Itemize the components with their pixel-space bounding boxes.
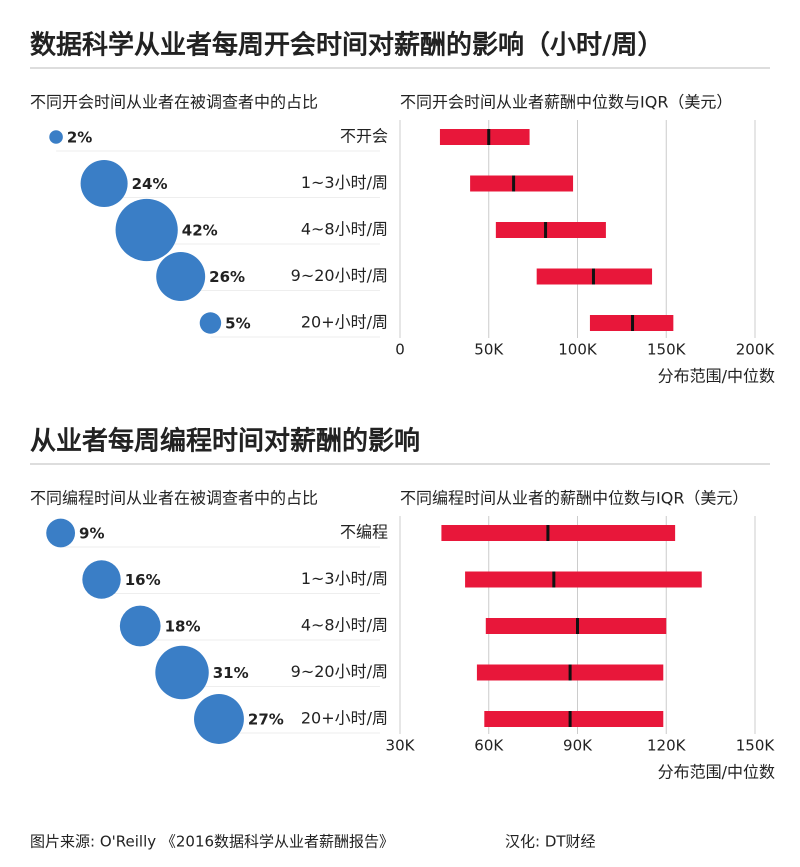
value-label: 18% xyxy=(165,618,201,636)
value-label: 24% xyxy=(132,175,168,193)
median-mark xyxy=(568,711,572,727)
bubble xyxy=(199,312,222,334)
category-label: 不开会 xyxy=(340,127,388,146)
x-tick-label: 120K xyxy=(647,737,687,755)
category-label: 9~20小时/周 xyxy=(291,662,388,681)
x-tick-label: 30K xyxy=(386,737,416,755)
x-tick-label: 90K xyxy=(563,737,593,755)
bubble xyxy=(156,252,206,301)
iqr-bar xyxy=(484,711,664,727)
value-label: 31% xyxy=(213,664,249,682)
value-label: 26% xyxy=(209,268,245,286)
x-tick-label: 100K xyxy=(558,341,598,359)
bubble xyxy=(82,560,121,599)
iqr-bar xyxy=(441,525,676,541)
value-label: 16% xyxy=(125,571,161,589)
x-tick-label: 0 xyxy=(395,341,405,359)
x-tick-label: 50K xyxy=(474,341,504,359)
source: 图片来源: O'Reilly 《2016数据科学从业者薪酬报告》 xyxy=(30,833,394,851)
category-label: 1~3小时/周 xyxy=(301,569,388,588)
bubble xyxy=(46,518,76,548)
median-mark xyxy=(631,315,635,331)
median-mark xyxy=(544,222,548,238)
median-mark xyxy=(487,129,491,145)
median-mark xyxy=(576,618,579,634)
section-heading: 从业者每周编程时间对薪酬的影响 xyxy=(30,426,420,457)
category-label: 不编程 xyxy=(340,523,388,542)
x-tick-label: 60K xyxy=(474,737,504,755)
category-label: 9~20小时/周 xyxy=(291,266,388,285)
category-label: 20+小时/周 xyxy=(301,709,388,728)
iqr-bar xyxy=(470,175,574,192)
category-label: 20+小时/周 xyxy=(301,313,388,332)
panel-title: 不同编程时间从业者的薪酬中位数与IQR（美元） xyxy=(400,489,748,508)
median-mark xyxy=(568,664,572,681)
x-tick-label: 200K xyxy=(736,341,776,359)
value-label: 42% xyxy=(182,222,218,240)
bubble xyxy=(49,130,63,144)
panel-title: 不同开会时间从业者在被调查者中的占比 xyxy=(30,93,318,112)
bubble xyxy=(80,159,128,208)
credit: 汉化: DT财经 xyxy=(505,833,596,851)
section-heading: 数据科学从业者每周开会时间对薪酬的影响（小时/周） xyxy=(30,30,664,61)
median-mark xyxy=(512,175,516,192)
bubble xyxy=(194,694,244,744)
panel-title: 不同编程时间从业者在被调查者中的占比 xyxy=(30,489,318,508)
value-label: 5% xyxy=(225,315,250,333)
x-tick-label: 150K xyxy=(647,341,687,359)
x-tick-label: 150K xyxy=(736,737,776,755)
median-mark xyxy=(552,571,556,588)
category-label: 1~3小时/周 xyxy=(301,173,388,192)
x-axis-label: 分布范围/中位数 xyxy=(658,763,775,782)
category-label: 4~8小时/周 xyxy=(301,220,388,239)
value-label: 2% xyxy=(67,129,92,147)
median-mark xyxy=(591,268,595,285)
iqr-bar xyxy=(465,571,702,588)
bubble xyxy=(155,645,209,700)
iqr-bar xyxy=(439,129,530,145)
bubble xyxy=(115,198,178,262)
bubble xyxy=(119,605,161,647)
category-label: 4~8小时/周 xyxy=(301,616,388,635)
x-axis-label: 分布范围/中位数 xyxy=(658,367,775,386)
value-label: 27% xyxy=(248,711,284,729)
value-label: 9% xyxy=(79,525,104,543)
median-mark xyxy=(546,525,550,541)
iqr-bar xyxy=(495,222,606,238)
panel-title: 不同开会时间从业者薪酬中位数与IQR（美元） xyxy=(400,93,732,112)
